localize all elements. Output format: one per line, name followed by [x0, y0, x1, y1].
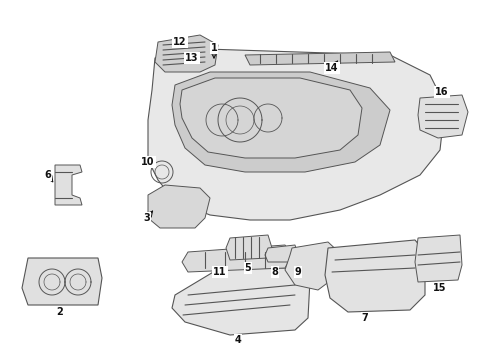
Polygon shape	[148, 185, 210, 228]
Polygon shape	[182, 245, 292, 272]
Polygon shape	[148, 48, 445, 220]
Text: 8: 8	[271, 267, 278, 277]
Text: 1: 1	[211, 43, 218, 53]
Text: 12: 12	[173, 37, 187, 47]
Polygon shape	[285, 242, 342, 290]
Text: 15: 15	[433, 283, 447, 293]
Text: 2: 2	[57, 307, 63, 317]
Polygon shape	[22, 258, 102, 305]
Polygon shape	[180, 78, 362, 158]
Text: 9: 9	[294, 267, 301, 277]
Polygon shape	[415, 235, 462, 282]
Text: 11: 11	[213, 267, 227, 277]
Text: 10: 10	[141, 157, 155, 167]
Polygon shape	[226, 235, 272, 260]
Polygon shape	[172, 72, 390, 172]
Polygon shape	[325, 240, 425, 312]
Text: 13: 13	[185, 53, 199, 63]
Polygon shape	[55, 165, 82, 205]
Text: 6: 6	[45, 170, 51, 180]
Polygon shape	[172, 268, 310, 335]
Text: 7: 7	[362, 313, 368, 323]
Polygon shape	[155, 35, 218, 72]
Text: 14: 14	[325, 63, 339, 73]
Text: 16: 16	[435, 87, 449, 97]
Polygon shape	[418, 95, 468, 138]
Polygon shape	[245, 52, 395, 65]
Polygon shape	[265, 245, 298, 262]
Text: 5: 5	[245, 263, 251, 273]
Text: 4: 4	[235, 335, 242, 345]
Text: 3: 3	[144, 213, 150, 223]
